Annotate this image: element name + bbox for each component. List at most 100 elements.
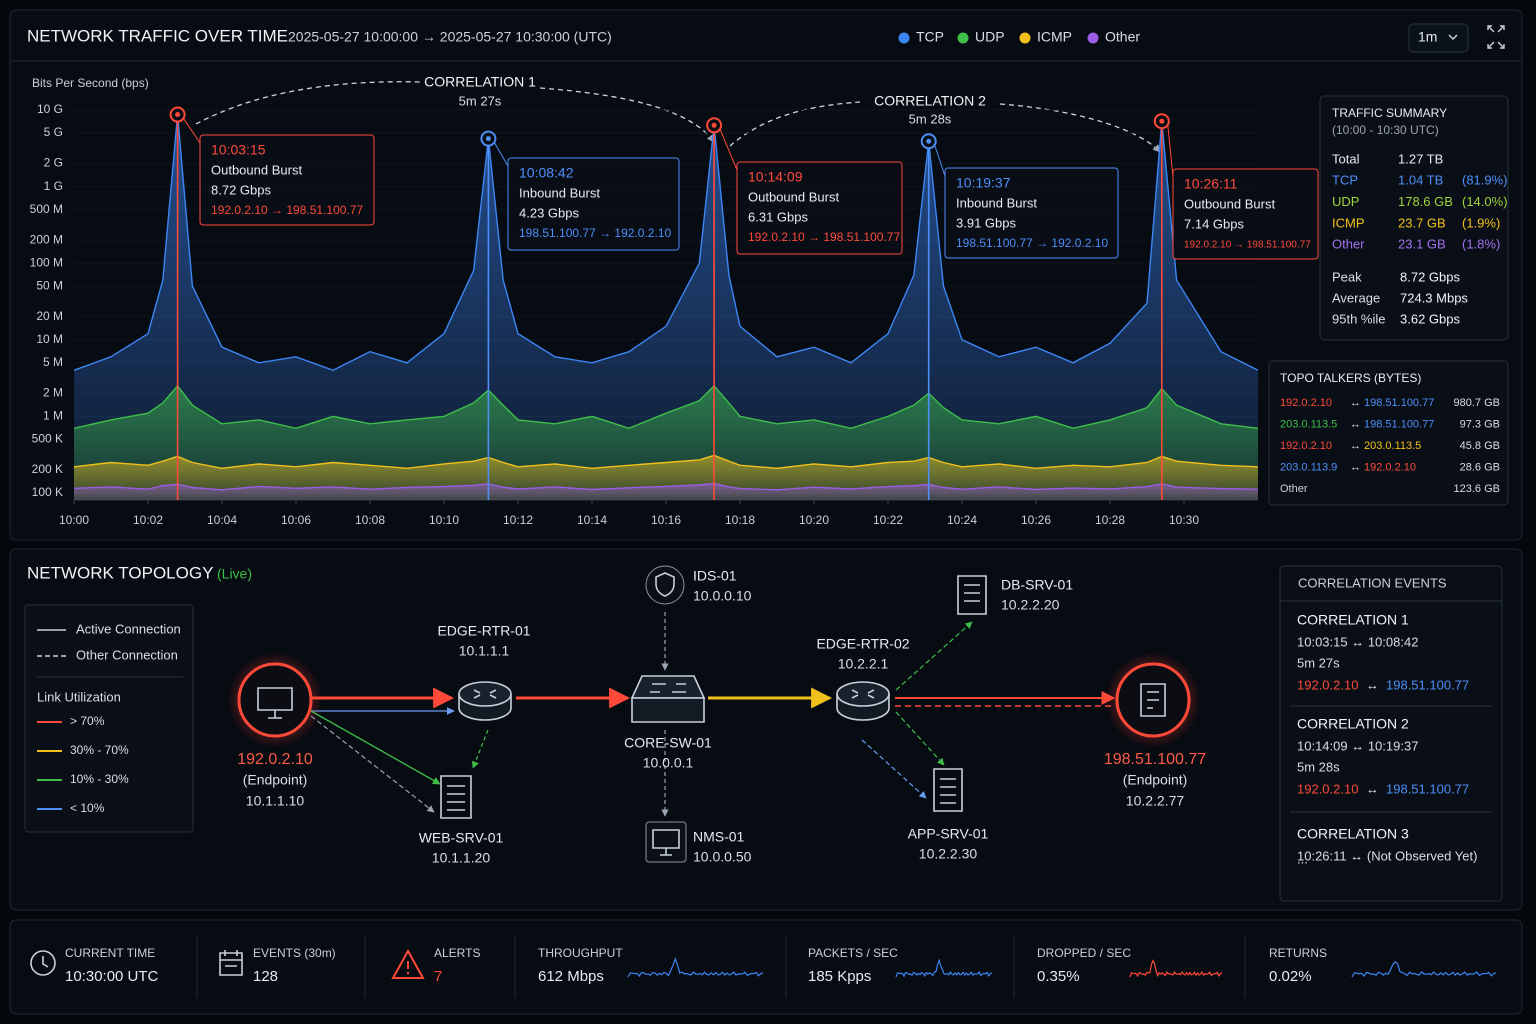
peak-dot — [1159, 118, 1165, 124]
node-name: DB-SRV-01 — [1001, 577, 1073, 593]
event-title: CORRELATION 3 — [1297, 826, 1409, 842]
summary-period: (10:00 - 10:30 UTC) — [1332, 123, 1439, 137]
status-label: DROPPED / SEC — [1037, 946, 1131, 960]
chevron[interactable] — [1448, 34, 1458, 41]
y-tick-label: 50 M — [36, 278, 63, 292]
annotation-label: Inbound Burst — [519, 185, 600, 200]
talker-src: Other — [1280, 483, 1308, 495]
summary-value: 23.1 GB — [1398, 237, 1446, 252]
talker-src: 203.0.113.5 — [1280, 418, 1337, 430]
node-name: EDGE-RTR-01 — [437, 623, 530, 639]
node-ip: 10.0.0.50 — [693, 849, 752, 865]
series-line — [73, 454, 1259, 470]
legend-label: Other Connection — [76, 647, 178, 662]
status-label: THROUGHPUT — [538, 946, 623, 960]
y-tick-label: 200 K — [32, 462, 63, 476]
event-times: 10:14:09 ↔ 10:19:37 — [1297, 738, 1418, 753]
node-ip: 10.0.0.10 — [693, 588, 752, 604]
summary-value: 23.7 GB — [1398, 215, 1446, 230]
x-tick-label: 10:08 — [355, 513, 385, 527]
talker-bytes: 980.7 GB — [1454, 397, 1500, 409]
talker-arrow: ↔ — [1350, 440, 1361, 452]
annotation-label: Outbound Burst — [748, 189, 839, 204]
node-ip: 10.1.1.20 — [432, 850, 491, 866]
talkers-title: TOPO TALKERS (BYTES) — [1280, 371, 1421, 385]
legend-swatch — [957, 32, 969, 44]
status-value: 612 Mbps — [538, 968, 604, 985]
peak-dot — [711, 122, 717, 128]
event-dst: 198.51.100.77 — [1386, 677, 1469, 692]
summary-share: (81.9%) — [1462, 173, 1508, 188]
legend-level: 10% - 30% — [70, 772, 129, 786]
event-more: ... — [1297, 851, 1308, 866]
status-label: ALERTS — [434, 946, 480, 960]
y-tick-label: 10 M — [36, 332, 63, 346]
x-tick-label: 10:22 — [873, 513, 903, 527]
endpoint-node — [237, 662, 313, 738]
event-times: 10:03:15 ↔ 10:08:42 — [1297, 634, 1418, 649]
expand-button[interactable] — [1487, 25, 1505, 49]
event-title: CORRELATION 2 — [1297, 716, 1409, 732]
dropdown-box[interactable] — [1408, 23, 1469, 53]
talker-arrow: ↔ — [1350, 397, 1361, 409]
topology-legend — [24, 604, 194, 833]
annotation-box — [944, 167, 1119, 259]
x-tick-label: 10:06 — [281, 513, 311, 527]
status-value: 10:30:00 UTC — [65, 968, 159, 985]
node-ip: 10.2.2.77 — [1126, 793, 1185, 809]
x-tick-label: 10:24 — [947, 513, 977, 527]
edge — [895, 621, 973, 691]
correlation-arc — [195, 81, 714, 142]
sparkline — [1351, 961, 1497, 978]
y-tick-label: 5 M — [43, 355, 63, 369]
y-tick-label: 500 M — [30, 202, 63, 216]
y-tick-label: 5 G — [44, 125, 63, 139]
x-tick-label: 10:12 — [503, 513, 533, 527]
annotation-time: 10:14:09 — [748, 169, 803, 185]
router-icon — [458, 681, 512, 721]
annotation-rate: 7.14 Gbps — [1184, 216, 1244, 231]
annotation-time: 10:19:37 — [956, 175, 1011, 191]
correlation-label: CORRELATION 1 — [424, 74, 536, 90]
node-ip: 10.1.1.10 — [246, 793, 305, 809]
ellipse-part — [458, 681, 512, 707]
interval-label[interactable]: 1m — [1418, 29, 1437, 45]
summary-label: Total — [1332, 151, 1360, 166]
events-title: CORRELATION EVENTS — [1298, 575, 1447, 590]
stat-label: 95th %ile — [1332, 311, 1385, 326]
x-tick-label: 10:26 — [1021, 513, 1051, 527]
talker-dst: 192.0.2.10 — [1364, 461, 1416, 473]
node-ip: 10.2.2.1 — [838, 656, 889, 672]
talker-src: 192.0.2.10 — [1280, 397, 1332, 409]
status-value: 7 — [434, 968, 442, 985]
x-tick-label: 10:28 — [1095, 513, 1125, 527]
server-icon — [1140, 683, 1166, 717]
status-value: 0.35% — [1037, 968, 1080, 985]
interval-dropdown[interactable]: 1m — [1408, 23, 1469, 53]
legend-heading: Link Utilization — [37, 689, 121, 704]
summary-label: ICMP — [1332, 215, 1365, 230]
x-tick-label: 10:14 — [577, 513, 607, 527]
topology-icons — [227, 565, 1201, 863]
annotation-time: 10:03:15 — [211, 142, 266, 158]
edge — [861, 739, 927, 799]
x-tick-label: 10:04 — [207, 513, 237, 527]
annotation-rate: 3.91 Gbps — [956, 215, 1016, 230]
event-src: 192.0.2.10 — [1297, 677, 1358, 692]
node-ip: 10.1.1.1 — [459, 643, 510, 659]
clock-hands — [42, 956, 49, 968]
switch-icon — [630, 675, 706, 723]
annotation-flow: 198.51.100.77 → 192.0.2.10 — [519, 226, 671, 240]
talker-src: 203.0.113.9 — [1280, 461, 1337, 473]
summary-share: (1.9%) — [1462, 215, 1500, 230]
stat-value: 724.3 Mbps — [1400, 290, 1468, 305]
alert-icon — [391, 948, 425, 979]
nms-badge — [645, 821, 687, 863]
status-dividers — [196, 936, 1246, 998]
summary-share: (14.0%) — [1462, 194, 1508, 209]
event-times: 10:26:11 ↔ (Not Observed Yet) — [1297, 848, 1477, 863]
summary-label: UDP — [1332, 194, 1359, 209]
node-ip: 10.2.2.20 — [1001, 597, 1060, 613]
